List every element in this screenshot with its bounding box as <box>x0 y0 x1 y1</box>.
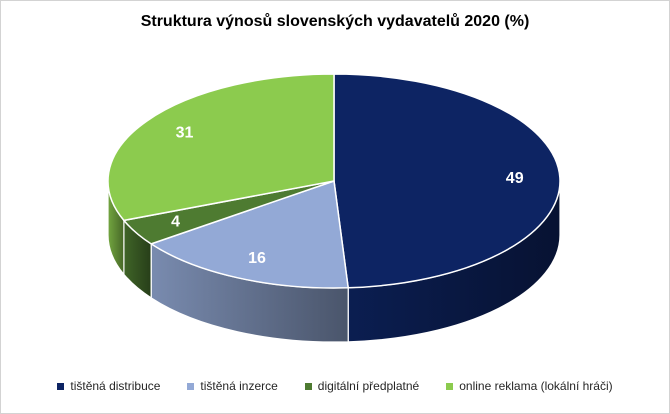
pie-slice-0-value-label: 49 <box>506 170 524 187</box>
chart-legend: tištěná distribuce tištěná inzerce digit… <box>1 379 669 393</box>
pie-slice-0 <box>333 73 561 289</box>
legend-item-tistena-distribuce: tištěná distribuce <box>57 379 160 393</box>
pie-slice-3-value-label: 31 <box>176 124 194 141</box>
legend-swatch-icon <box>446 382 454 390</box>
legend-swatch-icon <box>57 382 65 390</box>
legend-item-label: online reklama (lokální hráči) <box>459 379 613 393</box>
legend-item-tistena-inzerce: tištěná inzerce <box>187 379 278 393</box>
pie-slice-1-value-label: 16 <box>248 250 266 267</box>
legend-item-online-reklama: online reklama (lokální hráči) <box>446 379 613 393</box>
pie-slice-3 <box>107 73 335 222</box>
legend-swatch-icon <box>187 382 195 390</box>
legend-item-label: tištěná inzerce <box>200 379 278 393</box>
pie-slice-1 <box>150 180 349 289</box>
chart-title: Struktura výnosů slovenských vydavatelů … <box>140 13 530 30</box>
pie-slice-2-value-label: 4 <box>171 214 180 231</box>
legend-swatch-icon <box>304 382 312 390</box>
legend-item-label: digitální předplatné <box>317 379 420 393</box>
legend-item-digitalni-predplatne: digitální předplatné <box>304 379 420 393</box>
legend-item-label: tištěná distribuce <box>70 379 161 393</box>
